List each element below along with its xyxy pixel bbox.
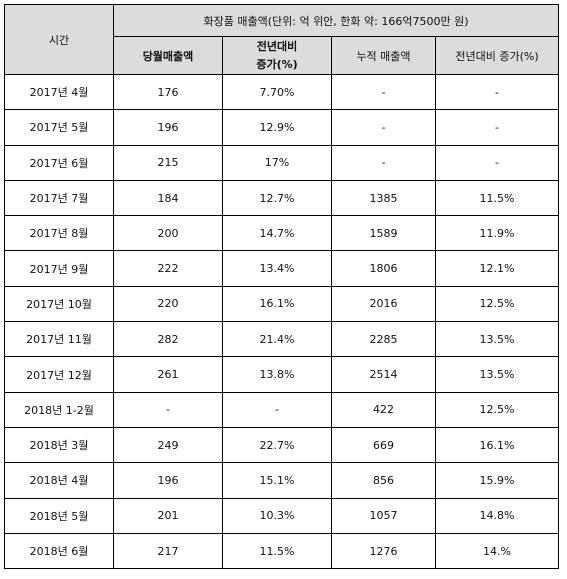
cell-yoy-growth: 22.7% (222, 426, 332, 464)
cell-cumulative-yoy: 12.5% (435, 391, 559, 428)
table-row: 2018년 4월 196 15.1% 856 15.9% (4, 462, 559, 499)
cell-cumulative-sales: 856 (331, 462, 436, 499)
cell-monthly-sales: 249 (113, 426, 223, 464)
cell-cumulative-sales: - (331, 109, 436, 146)
cell-period: 2017년 10월 (4, 285, 114, 323)
cell-cumulative-sales: 1385 (331, 179, 436, 217)
cell-cumulative-yoy: 12.5% (435, 285, 559, 323)
table-row: 2018년 1-2월 - -422 12.5% (4, 391, 559, 428)
table-row: 2017년 8월 200 14.7% 1589 11.9% (4, 215, 559, 252)
cell-monthly-sales: - (113, 391, 223, 428)
header-yoy-growth: 전년대비 증가(%) (222, 36, 332, 75)
cell-monthly-sales: 222 (113, 250, 223, 287)
cell-period: 2018년 4월 (4, 462, 114, 499)
header-monthly-sales: 당월매출액 (113, 36, 223, 75)
cell-period: 2017년 9월 (4, 250, 114, 287)
cell-period: 2017년 7월 (4, 179, 114, 217)
cell-period: 2017년 4월 (4, 73, 114, 111)
cell-period: 2018년 6월 (4, 532, 114, 570)
cell-yoy-growth: 13.8% (222, 356, 332, 393)
cosmetics-sales-table: 시간 화장품 매출액(단위: 억 위안, 한화 약: 166억7500만 원) … (4, 4, 559, 570)
cell-yoy-growth: - (222, 391, 332, 428)
table-body: 2017년 4월 176 7.70% - -2017년 5월 196 12.9% - -2017… (4, 73, 559, 570)
table-row: 2017년 9월 222 13.4% 1806 12.1% (4, 250, 559, 287)
table-row: 2017년 12월 261 13.8% 2514 13.5% (4, 356, 559, 393)
table-container: 시간 화장품 매출액(단위: 억 위안, 한화 약: 166억7500만 원) … (4, 4, 559, 570)
cell-cumulative-sales: 422 (331, 391, 436, 428)
cell-cumulative-sales: - (331, 144, 436, 181)
cell-period: 2017년 6월 (4, 144, 114, 181)
cell-cumulative-yoy: - (435, 73, 559, 111)
cell-cumulative-sales: 669 (331, 426, 436, 464)
cell-yoy-growth: 16.1% (222, 285, 332, 323)
cell-monthly-sales: 220 (113, 285, 223, 323)
table-row: 2018년 6월 217 11.5% 1276 14.% (4, 532, 559, 570)
cell-cumulative-yoy: 11.5% (435, 179, 559, 217)
table-row: 2017년 5월 196 12.9% - - (4, 109, 559, 146)
table-row: 2017년 4월 176 7.70% - - (4, 73, 559, 111)
cell-monthly-sales: 196 (113, 109, 223, 146)
cell-cumulative-sales: - (331, 73, 436, 111)
header-group-title: 화장품 매출액(단위: 억 위안, 한화 약: 166억7500만 원) (113, 4, 559, 37)
cell-cumulative-sales: 1589 (331, 215, 436, 252)
cell-period: 2017년 12월 (4, 356, 114, 393)
cell-yoy-growth: 7.70% (222, 73, 332, 111)
cell-cumulative-yoy: 11.9% (435, 215, 559, 252)
cell-period: 2018년 5월 (4, 497, 114, 534)
cell-monthly-sales: 261 (113, 356, 223, 393)
header-cumulative-yoy: 전년대비 증가(%) (435, 36, 559, 75)
cell-period: 2018년 3월 (4, 426, 114, 464)
cell-cumulative-yoy: 16.1% (435, 426, 559, 464)
header-row-2: 당월매출액 전년대비 증가(%) 누적 매출액 전년대비 증가(%) (5, 36, 559, 75)
cell-monthly-sales: 196 (113, 462, 223, 499)
cell-period: 2018년 1-2월 (4, 391, 114, 428)
cell-yoy-growth: 10.3% (222, 497, 332, 534)
cell-cumulative-yoy: 15.9% (435, 462, 559, 499)
cell-cumulative-yoy: 14.8% (435, 497, 559, 534)
cell-monthly-sales: 217 (113, 532, 223, 570)
cell-monthly-sales: 176 (113, 73, 223, 111)
cell-cumulative-yoy: 13.5% (435, 321, 559, 358)
header-cumulative-sales: 누적 매출액 (331, 36, 436, 75)
cell-cumulative-sales: 1276 (331, 532, 436, 570)
header-period: 시간 (4, 4, 114, 75)
cell-yoy-growth: 17% (222, 144, 332, 181)
cell-cumulative-yoy: - (435, 109, 559, 146)
cell-yoy-growth: 15.1% (222, 462, 332, 499)
cell-period: 2017년 8월 (4, 215, 114, 252)
cell-cumulative-yoy: 14.% (435, 532, 559, 570)
cell-monthly-sales: 200 (113, 215, 223, 252)
cell-cumulative-sales: 2514 (331, 356, 436, 393)
cell-yoy-growth: 12.7% (222, 179, 332, 217)
header-row-1: 시간 화장품 매출액(단위: 억 위안, 한화 약: 166억7500만 원) (4, 4, 559, 75)
table-row: 2017년 6월 215 17% - - (4, 144, 559, 181)
table-row: 2017년 10월 220 16.1% 2016 12.5% (4, 285, 559, 323)
cell-cumulative-sales: 2285 (331, 321, 436, 358)
cell-period: 2017년 11월 (4, 321, 114, 358)
cell-monthly-sales: 215 (113, 144, 223, 181)
cell-period: 2017년 5월 (4, 109, 114, 146)
cell-yoy-growth: 13.4% (222, 250, 332, 287)
header-yoy-growth-line2: 증가(%) (256, 57, 298, 71)
cell-cumulative-sales: 1806 (331, 250, 436, 287)
table-row: 2017년 7월 184 12.7% 1385 11.5% (4, 179, 559, 217)
table-row: 2018년 5월 201 10.3% 1057 14.8% (4, 497, 559, 534)
cell-cumulative-yoy: - (435, 144, 559, 181)
table-row: 2017년 11월 282 21.4% 2285 13.5% (4, 321, 559, 358)
cell-yoy-growth: 14.7% (222, 215, 332, 252)
cell-monthly-sales: 184 (113, 179, 223, 217)
cell-yoy-growth: 12.9% (222, 109, 332, 146)
cell-monthly-sales: 201 (113, 497, 223, 534)
table-header: 시간 화장품 매출액(단위: 억 위안, 한화 약: 166억7500만 원) … (4, 4, 559, 75)
table-row: 2018년 3월 249 22.7% 669 16.1% (4, 426, 559, 464)
cell-cumulative-sales: 1057 (331, 497, 436, 534)
cell-cumulative-yoy: 13.5% (435, 356, 559, 393)
cell-yoy-growth: 21.4% (222, 321, 332, 358)
cell-yoy-growth: 11.5% (222, 532, 332, 570)
cell-cumulative-yoy: 12.1% (435, 250, 559, 287)
cell-cumulative-sales: 2016 (331, 285, 436, 323)
header-yoy-growth-line1: 전년대비 (256, 39, 298, 53)
cell-monthly-sales: 282 (113, 321, 223, 358)
